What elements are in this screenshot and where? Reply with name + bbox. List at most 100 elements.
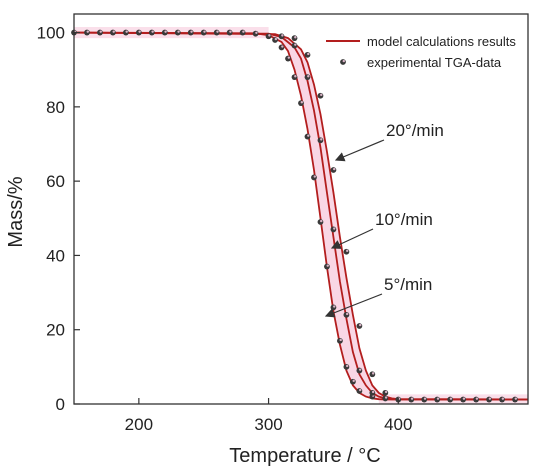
data-point bbox=[122, 29, 129, 36]
data-point-highlight bbox=[229, 30, 232, 33]
data-point-highlight bbox=[462, 397, 466, 400]
data-point-highlight bbox=[307, 75, 310, 78]
data-point-highlight bbox=[313, 175, 316, 178]
data-point-highlight bbox=[488, 397, 492, 400]
data-point bbox=[317, 219, 324, 225]
data-point-highlight bbox=[384, 390, 388, 394]
data-point bbox=[278, 44, 285, 51]
data-point-highlight bbox=[177, 30, 180, 33]
data-point bbox=[213, 29, 220, 36]
legend-marker-swatch bbox=[340, 59, 346, 65]
data-point-highlight bbox=[300, 101, 303, 104]
y-tick-label: 80 bbox=[46, 98, 65, 117]
y-tick-label: 0 bbox=[56, 395, 65, 414]
data-point bbox=[97, 29, 103, 36]
data-point bbox=[512, 396, 518, 403]
data-point-highlight bbox=[371, 372, 375, 375]
data-point bbox=[349, 378, 356, 385]
data-point bbox=[84, 29, 90, 36]
data-point-highlight bbox=[268, 34, 271, 37]
highlight-band bbox=[74, 32, 528, 400]
data-point bbox=[110, 29, 116, 36]
data-point bbox=[265, 33, 272, 40]
data-point bbox=[486, 396, 492, 403]
data-point-highlight bbox=[203, 30, 206, 33]
data-point bbox=[148, 29, 155, 36]
data-point-highlight bbox=[333, 305, 336, 308]
data-point-highlight bbox=[449, 397, 453, 400]
data-point-highlight bbox=[320, 138, 323, 141]
data-point bbox=[298, 100, 304, 107]
data-point-highlight bbox=[320, 219, 323, 223]
data-point bbox=[421, 396, 428, 403]
y-tick-label: 20 bbox=[46, 321, 65, 340]
data-point-highlight bbox=[320, 93, 323, 97]
data-point bbox=[174, 29, 181, 36]
data-point bbox=[239, 29, 246, 36]
data-point-highlight bbox=[255, 31, 258, 34]
data-point-highlight bbox=[86, 30, 89, 33]
legend-label-experimental: experimental TGA-data bbox=[367, 55, 502, 70]
x-tick-label: 300 bbox=[254, 415, 282, 434]
data-point bbox=[272, 37, 278, 43]
data-point-highlight bbox=[274, 37, 278, 41]
data-point bbox=[252, 30, 259, 37]
data-point-highlight bbox=[164, 30, 167, 33]
data-point bbox=[434, 396, 441, 403]
data-point bbox=[499, 396, 505, 403]
data-point-highlight bbox=[216, 30, 219, 33]
data-point bbox=[291, 74, 298, 81]
data-point-highlight bbox=[346, 312, 349, 316]
data-point-highlight bbox=[190, 30, 193, 33]
annotations-layer: 20°/min 10°/min 5°/min bbox=[324, 121, 444, 318]
data-point bbox=[291, 35, 298, 42]
model-line-2 bbox=[73, 31, 529, 401]
data-point-highlight bbox=[501, 397, 505, 400]
data-point bbox=[382, 395, 389, 402]
data-point bbox=[343, 311, 350, 318]
y-tick-label: 60 bbox=[46, 172, 65, 191]
data-point-highlight bbox=[358, 388, 362, 392]
data-point bbox=[226, 29, 233, 36]
data-point bbox=[330, 304, 337, 311]
data-point bbox=[291, 42, 298, 49]
data-point-highlight bbox=[333, 167, 336, 171]
ticks-layer: 200 300 400 0 20 40 60 80 100 bbox=[37, 24, 413, 434]
data-point bbox=[382, 389, 389, 396]
data-point bbox=[447, 396, 454, 403]
legend-label-model: model calculations results bbox=[367, 34, 516, 49]
data-point bbox=[135, 29, 142, 36]
data-point bbox=[343, 248, 350, 255]
data-point-highlight bbox=[352, 379, 355, 383]
data-point bbox=[317, 137, 324, 144]
annotation-label: 10°/min bbox=[375, 210, 433, 229]
data-point bbox=[304, 51, 311, 58]
highlight-band-layer bbox=[74, 27, 528, 404]
data-point bbox=[356, 388, 363, 394]
data-point bbox=[285, 55, 291, 62]
data-point bbox=[337, 337, 343, 344]
data-point bbox=[369, 389, 376, 396]
data-point bbox=[161, 29, 168, 36]
data-point-highlight bbox=[281, 34, 284, 37]
y-tick-label: 100 bbox=[37, 24, 65, 43]
x-tick-label: 200 bbox=[125, 415, 153, 434]
data-point-highlight bbox=[294, 43, 297, 46]
x-tick-label: 400 bbox=[384, 415, 412, 434]
annotation-arrow bbox=[330, 228, 374, 249]
data-point-highlight bbox=[307, 52, 310, 56]
data-point-highlight bbox=[151, 30, 154, 33]
data-point bbox=[408, 396, 415, 403]
data-point bbox=[304, 133, 311, 140]
data-point bbox=[330, 167, 337, 173]
data-point bbox=[278, 33, 285, 40]
x-axis-label: Temperature / °C bbox=[229, 445, 380, 467]
y-tick-label: 40 bbox=[46, 246, 65, 265]
data-point bbox=[356, 323, 363, 329]
plot-frame bbox=[73, 13, 529, 405]
data-point bbox=[369, 371, 376, 378]
data-point-highlight bbox=[242, 30, 245, 33]
data-point-highlight bbox=[423, 397, 427, 400]
annotation-label: 20°/min bbox=[386, 121, 444, 140]
